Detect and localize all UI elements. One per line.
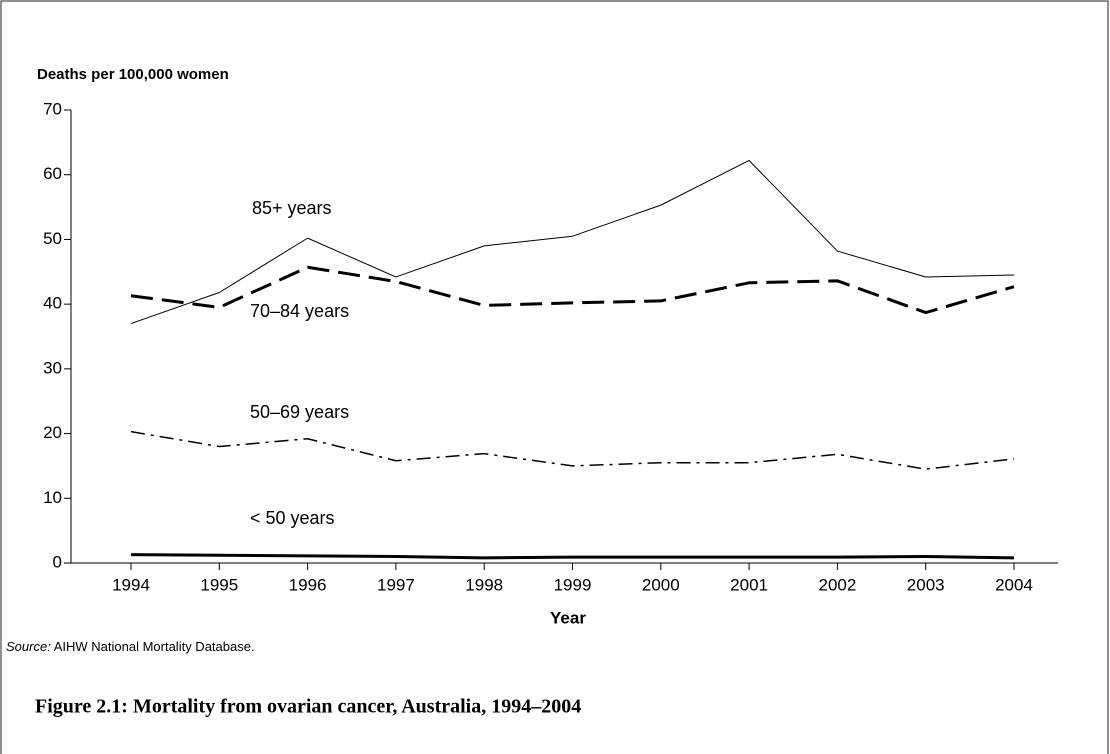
series-label: 85+ years: [252, 198, 332, 218]
x-tick-label: 1996: [289, 575, 327, 594]
series-line: [130, 265, 1015, 315]
x-tick-label: 1999: [554, 575, 592, 594]
x-tick-label: 1997: [377, 575, 415, 594]
y-axis-title: Deaths per 100,000 women: [37, 66, 229, 83]
series-label: 70–84 years: [250, 301, 349, 321]
y-tick-label: 20: [43, 423, 62, 442]
series-label: 50–69 years: [250, 402, 349, 422]
x-tick-label: 2004: [995, 575, 1033, 594]
series-label: < 50 years: [250, 508, 335, 528]
series-line: [130, 159, 1015, 325]
x-tick-label: 1995: [200, 575, 238, 594]
x-tick-label: 1994: [112, 575, 150, 594]
x-tick-label: 1998: [465, 575, 503, 594]
x-tick-label: 2000: [642, 575, 680, 594]
x-tick-label: 2002: [818, 575, 856, 594]
y-tick-label: 10: [43, 488, 62, 507]
y-tick-label: 50: [43, 229, 62, 248]
y-tick-label: 70: [43, 99, 62, 118]
y-tick-label: 60: [43, 164, 62, 183]
y-tick-label: 30: [43, 358, 62, 377]
y-tick-label: 40: [43, 294, 62, 313]
series-line: [130, 430, 1015, 470]
source-text: AIHW National Mortality Database.: [54, 639, 255, 654]
y-tick-label: 0: [53, 552, 62, 571]
source: Source: AIHW National Mortality Database…: [6, 639, 255, 654]
x-tick-label: 2003: [907, 575, 945, 594]
series-line: [130, 553, 1015, 560]
source-label: Source:: [6, 639, 51, 654]
x-tick-label: 2001: [730, 575, 768, 594]
x-axis-title: Year: [550, 608, 586, 627]
figure-caption: Figure 2.1: Mortality from ovarian cance…: [35, 696, 581, 718]
